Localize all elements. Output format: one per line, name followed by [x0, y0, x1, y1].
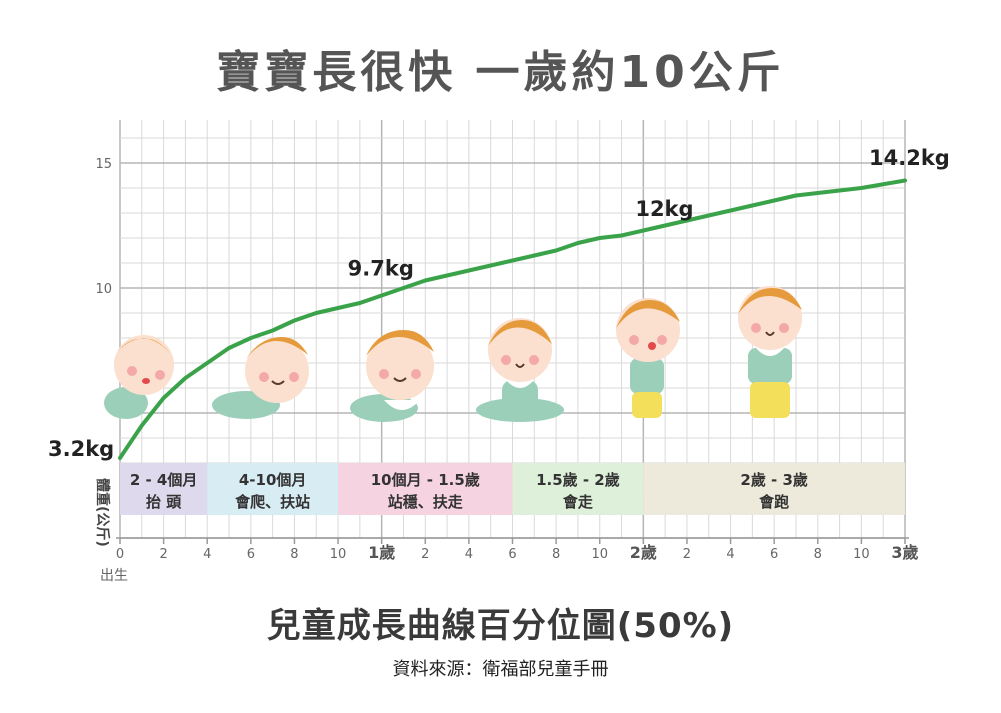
- data-source-note: 資料來源：衛福部兒童手冊: [392, 659, 609, 680]
- stage-skill-label: 會跑: [759, 493, 789, 511]
- baby-walking-illustration: [616, 298, 680, 418]
- stage-skill-label: 會爬、扶站: [235, 493, 310, 511]
- y-tick-label: 15: [95, 157, 112, 172]
- stage-band-rect: [207, 463, 339, 515]
- stage-age-label: 10個月 - 1.5歲: [371, 471, 480, 489]
- x-tick-label: 0: [116, 547, 124, 562]
- stage-age-label: 2 - 4個月: [130, 471, 198, 489]
- x-tick-label: 10: [330, 547, 347, 562]
- baby-running-illustration: [738, 286, 802, 418]
- stage-band-rect: [120, 463, 208, 515]
- x-tick-label: 6: [770, 547, 778, 562]
- value-annotation: 9.7kg: [348, 257, 414, 281]
- x-tick-label: 8: [552, 547, 560, 562]
- stage-age-label: 4-10個月: [239, 471, 307, 489]
- x-tick-label: 4: [465, 547, 473, 562]
- stage-skill-label: 會走: [563, 493, 593, 511]
- x-tick-label: 10: [591, 547, 608, 562]
- y-tick-label: 10: [95, 282, 112, 297]
- chart-subtitle: 兒童成長曲線百分位圖(50%): [266, 606, 735, 646]
- page-headline: 寶寶長很快 一歲約10公斤: [216, 47, 785, 98]
- x-origin-note: 出生: [100, 568, 128, 584]
- stage-skill-label: 站穩、扶走: [388, 493, 463, 511]
- x-tick-label: 1歲: [368, 543, 395, 562]
- y-axis-label: 體重(公斤): [94, 478, 111, 547]
- stage-age-label: 1.5歲 - 2歲: [536, 471, 620, 489]
- baby-illustrations: [104, 286, 802, 422]
- stage-band-rect: [338, 463, 513, 515]
- value-annotation: 14.2kg: [869, 146, 950, 170]
- baby-crawling-standing-illustration: [350, 330, 434, 422]
- weight-curve-layer: [118, 178, 907, 460]
- value-annotation: 12kg: [635, 197, 693, 221]
- baby-sitting-illustration: [476, 318, 564, 422]
- x-tick-label: 2: [159, 547, 167, 562]
- x-tick-label: 6: [247, 547, 255, 562]
- stage-age-label: 2歲 - 3歲: [740, 471, 808, 489]
- baby-crawling-illustration: [212, 337, 309, 419]
- x-tick-label: 2歲: [630, 543, 657, 562]
- x-tick-label: 4: [203, 547, 211, 562]
- value-annotation: 3.2kg: [48, 437, 114, 461]
- baby-lying-illustration: [104, 335, 174, 419]
- x-tick-label: 6: [508, 547, 516, 562]
- x-tick-label: 10: [853, 547, 870, 562]
- x-tick-label: 3歲: [891, 543, 918, 562]
- stage-skill-label: 抬 頭: [146, 493, 182, 511]
- x-tick-label: 2: [421, 547, 429, 562]
- x-tick-label: 4: [726, 547, 734, 562]
- x-tick-label: 8: [814, 547, 822, 562]
- stage-band-rect: [643, 463, 905, 515]
- x-tick-label: 8: [290, 547, 298, 562]
- stage-band-rect: [512, 463, 644, 515]
- x-tick-label: 2: [683, 547, 691, 562]
